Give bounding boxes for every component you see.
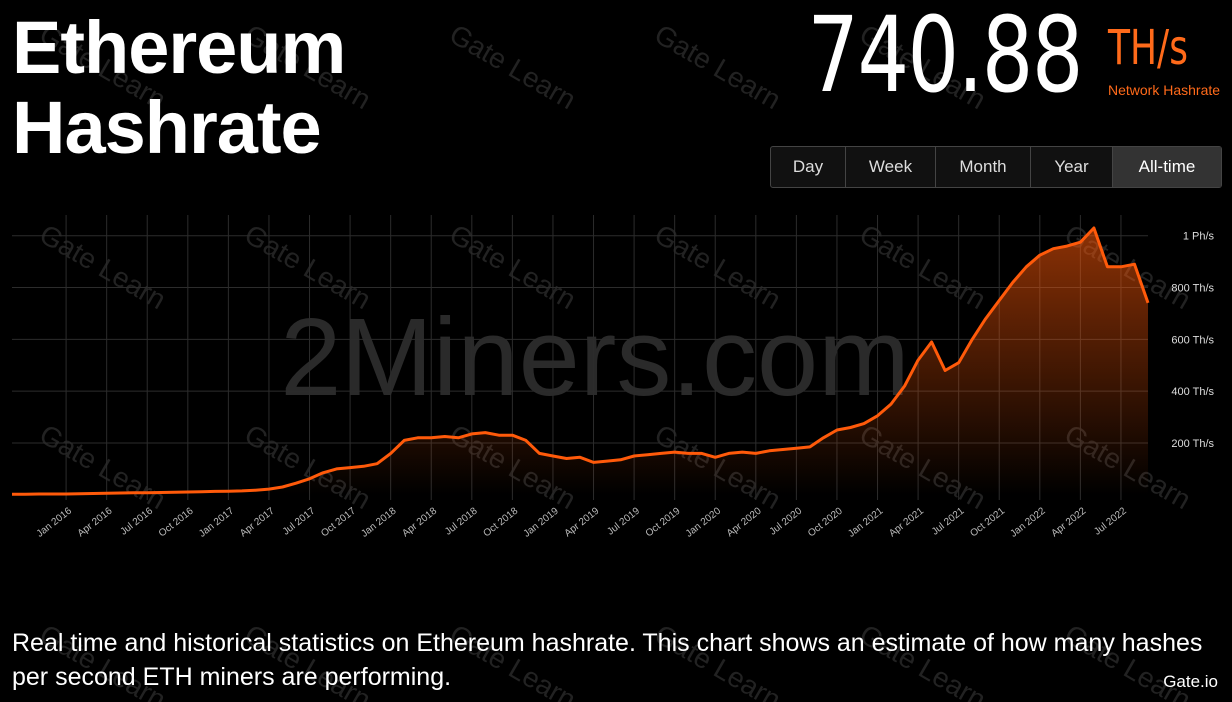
x-tick-label: Apr 2018: [400, 505, 439, 539]
area-fill: [12, 228, 1148, 495]
x-tick-label: Oct 2020: [806, 505, 845, 539]
y-tick-label: 400 Th/s: [1171, 386, 1214, 398]
watermark: Gate Learn: [34, 418, 171, 515]
current-value: 740.88: [807, 0, 1084, 116]
x-tick-label: Jul 2019: [605, 505, 642, 537]
x-tick-label: Apr 2021: [887, 505, 926, 539]
watermark: 2Miners.com: [280, 296, 910, 419]
y-tick-label: 800 Th/s: [1171, 283, 1214, 295]
x-tick-label: Oct 2019: [644, 505, 683, 539]
subtitle: Network Hashrate: [1108, 82, 1221, 98]
y-tick-label: 200 Th/s: [1171, 438, 1214, 450]
x-tick-label: Jan 2016: [35, 505, 75, 539]
description: Real time and historical statistics on E…: [12, 629, 1203, 691]
x-tick-label: Jul 2018: [443, 505, 480, 537]
x-tick-label: Jan 2021: [846, 505, 886, 539]
y-tick-label: 1 Ph/s: [1183, 231, 1215, 243]
x-tick-label: Oct 2016: [157, 505, 196, 539]
x-tick-label: Oct 2018: [481, 505, 520, 539]
watermark: Gate Learn: [649, 18, 786, 115]
title: Ethereum Hashrate: [12, 6, 346, 169]
x-tick-label: Apr 2016: [76, 505, 115, 539]
range-button[interactable]: All-time: [1113, 147, 1221, 187]
x-tick-label: Jan 2022: [1008, 505, 1048, 539]
watermark: Gate Learn: [444, 18, 581, 115]
watermark: Gate Learn: [34, 218, 171, 315]
x-tick-label: Jul 2021: [930, 505, 967, 537]
logo: Gate.io: [1163, 672, 1218, 691]
x-tick-label: Jan 2020: [684, 505, 724, 539]
x-tick-label: Jul 2016: [119, 505, 156, 537]
x-tick-label: Apr 2022: [1049, 505, 1088, 539]
range-selector: Day Week Month Year All-time: [770, 146, 1222, 188]
unit: TH/s: [1108, 20, 1188, 76]
x-tick-label: Apr 2020: [725, 505, 764, 539]
x-tick-label: Jan 2017: [197, 505, 237, 539]
line: [12, 226, 1150, 496]
x-tick-label: Jul 2017: [281, 505, 318, 537]
x-tick-label: Apr 2019: [563, 505, 602, 539]
x-tick-label: Jul 2022: [1092, 505, 1129, 537]
x-tick-label: Apr 2017: [238, 505, 277, 539]
range-button[interactable]: Month: [936, 147, 1031, 187]
x-tick-label: Jan 2018: [359, 505, 399, 539]
y-tick-label: 600 Th/s: [1171, 334, 1214, 346]
range-button[interactable]: Week: [846, 147, 936, 187]
x-tick-label: Jan 2019: [522, 505, 562, 539]
x-tick-label: Oct 2017: [319, 505, 358, 539]
range-button[interactable]: Day: [771, 147, 846, 187]
range-button[interactable]: Year: [1031, 147, 1113, 187]
